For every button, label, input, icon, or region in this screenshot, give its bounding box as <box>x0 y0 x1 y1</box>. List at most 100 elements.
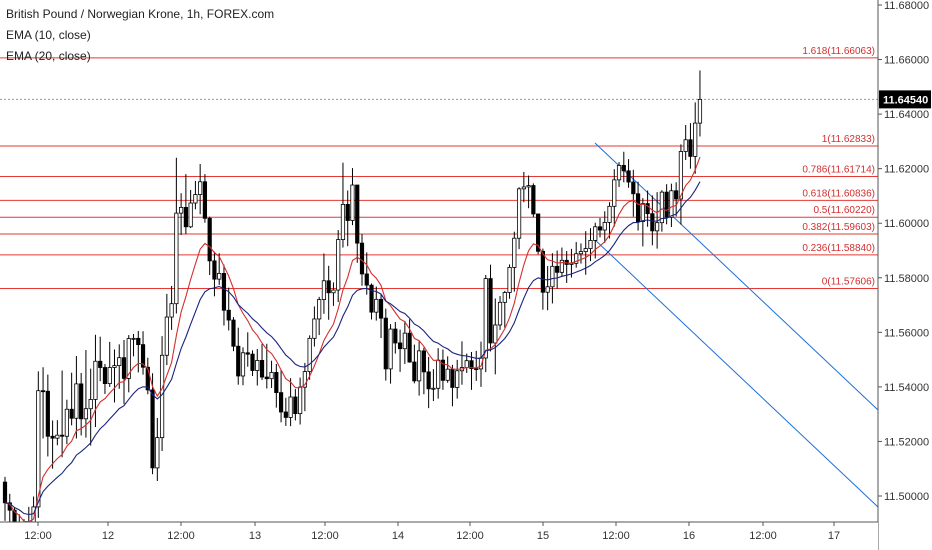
time-tick-label: 12:00 <box>311 530 339 542</box>
fib-label: 0.236(11.58840) <box>802 243 875 254</box>
candle-body <box>616 164 622 181</box>
candle-body <box>502 292 507 303</box>
candle-body <box>540 250 545 293</box>
time-tick-label: 15 <box>537 530 549 542</box>
candle-body <box>98 360 103 368</box>
candle-body <box>2 481 8 504</box>
candle-body <box>688 139 693 157</box>
candle-body <box>269 372 274 380</box>
price-tick-label: 11.50000 <box>884 491 929 503</box>
candle-body <box>383 317 388 370</box>
chart-title: British Pound / Norwegian Krone, 1h, FOR… <box>6 7 275 21</box>
candle-body <box>293 396 298 415</box>
candle-body <box>507 267 512 293</box>
candle-body <box>412 361 417 382</box>
fib-label: 0.618(11.60836) <box>802 188 875 199</box>
candle-body <box>193 194 198 204</box>
candle-body <box>326 280 331 294</box>
candle-body <box>145 366 150 391</box>
candle-body <box>245 352 250 355</box>
candle-body <box>79 383 84 420</box>
candle-body <box>693 122 698 157</box>
candle-body <box>131 337 136 340</box>
candle-body <box>402 332 407 350</box>
candle-body <box>464 360 469 368</box>
candle-body <box>645 203 650 215</box>
candle-body <box>50 435 55 439</box>
candle-body <box>155 437 160 469</box>
ema20-legend[interactable]: EMA (20, close) <box>6 49 91 63</box>
candle-body <box>521 186 526 190</box>
candle-body <box>426 371 431 390</box>
candle-body <box>274 372 279 394</box>
time-axis-bg <box>0 522 878 550</box>
candle-body <box>255 360 260 371</box>
price-tick-label: 11.56000 <box>884 327 929 339</box>
fib-label: 0.382(11.59603) <box>802 222 875 233</box>
candle-body <box>240 352 246 377</box>
candle-body <box>655 222 660 232</box>
time-tick-label: 12:00 <box>167 530 195 542</box>
candle-body <box>288 396 293 418</box>
candle-body <box>683 139 688 152</box>
candle-body <box>664 191 669 218</box>
time-tick-label: 12:00 <box>24 530 52 542</box>
candle-body <box>607 205 612 223</box>
candle-body <box>397 342 403 350</box>
candle-body <box>488 278 493 344</box>
candle-body <box>578 251 584 255</box>
current-price-label: 11.64540 <box>883 94 928 106</box>
candle-body <box>169 303 174 318</box>
candle-body <box>364 273 369 286</box>
candle-body <box>531 185 536 215</box>
price-tick-label: 11.62000 <box>884 164 929 176</box>
candle-body <box>516 188 522 239</box>
candle-body <box>497 301 503 326</box>
time-tick-label: 12:00 <box>456 530 484 542</box>
candle-body <box>374 298 379 313</box>
fib-label: 1(11.62833) <box>822 134 875 145</box>
candle-body <box>493 324 498 344</box>
candle-body <box>88 399 93 410</box>
ema10-legend[interactable]: EMA (10, close) <box>6 28 91 42</box>
candle-body <box>317 299 322 320</box>
time-tick-label: 13 <box>249 530 261 542</box>
candle-body <box>221 273 227 311</box>
candle-body <box>588 240 593 249</box>
fib-label: 0(11.57606) <box>822 277 875 288</box>
candle-body <box>369 284 374 313</box>
candle-body <box>359 242 365 275</box>
time-tick-label: 16 <box>683 530 695 542</box>
fibonacci-labels: 1.618(11.66063) 1(11.62833) 0.786(11.61714… <box>802 46 875 288</box>
price-tick-label: 11.60000 <box>884 218 929 230</box>
channel-lower-line <box>592 237 879 508</box>
candle-body <box>198 181 203 195</box>
candle-body <box>431 387 436 390</box>
candle-body <box>697 98 703 124</box>
candle-body <box>483 278 488 359</box>
candle-body <box>674 190 679 200</box>
candle-body <box>174 212 179 305</box>
price-tick-label: 11.66000 <box>884 55 929 67</box>
fib-label: 1.618(11.66063) <box>802 46 875 57</box>
candle-body <box>307 337 312 373</box>
candle-body <box>417 350 422 382</box>
candle-body <box>150 389 155 469</box>
time-tick-label: 14 <box>392 530 404 542</box>
candle-body <box>231 319 236 347</box>
candle-body <box>574 253 579 264</box>
channel-upper-line <box>594 142 879 411</box>
candle-body <box>117 357 122 367</box>
candle-body <box>312 318 317 339</box>
candle-body <box>659 191 664 224</box>
candle-body <box>455 370 460 388</box>
candle-body <box>526 185 531 188</box>
candle-body <box>640 203 645 222</box>
candle-body <box>597 226 603 231</box>
candle-body <box>407 332 412 363</box>
candle-body <box>45 390 50 437</box>
price-tick-label: 11.52000 <box>884 436 929 448</box>
candle-body <box>217 273 222 280</box>
